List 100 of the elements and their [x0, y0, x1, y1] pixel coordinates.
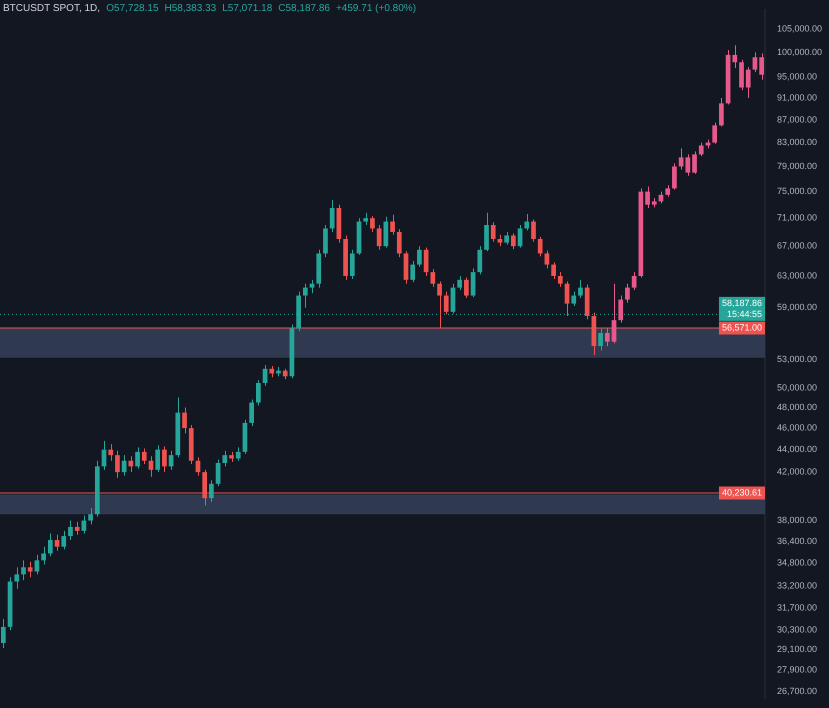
candlestick — [249, 399, 254, 427]
candlestick — [430, 268, 436, 288]
candlestick — [41, 546, 46, 565]
candlestick — [665, 184, 670, 198]
candlestick — [645, 186, 650, 209]
y-tick-label: 79,000.00 — [777, 160, 818, 171]
candlestick — [524, 214, 530, 232]
candlestick — [148, 456, 154, 478]
candlestick — [571, 291, 576, 307]
annotation: C58,187.86 — [278, 2, 330, 14]
candlestick — [256, 380, 261, 406]
candlestick — [498, 234, 502, 247]
candlestick — [155, 444, 160, 473]
y-tick-label: 26,700.00 — [777, 686, 818, 696]
y-tick-label: 75,000.00 — [777, 186, 818, 196]
annotation: H58,383.33 — [164, 2, 217, 14]
candlestick — [396, 228, 402, 258]
candlestick — [363, 212, 368, 226]
annotation: O57,728.15 — [106, 2, 159, 14]
candlestick — [424, 247, 428, 276]
candlestick — [604, 327, 610, 347]
candlestick — [222, 450, 228, 467]
y-tick-label: 59,000.00 — [777, 302, 818, 312]
candlestick — [504, 231, 509, 246]
candlestick — [88, 507, 93, 525]
candlestick — [685, 154, 690, 176]
candlestick — [216, 459, 220, 487]
candlestick — [28, 561, 33, 578]
candlestick — [276, 366, 281, 377]
y-tick-label: 100,000.00 — [777, 46, 822, 57]
candlestick — [719, 98, 724, 128]
candlestick — [558, 272, 563, 288]
candlestick — [350, 249, 355, 280]
chart-title: BTCUSDT SPOT, 1D, — [3, 2, 100, 14]
candlestick — [625, 283, 630, 304]
candlestick — [746, 66, 751, 99]
candlestick — [511, 232, 516, 250]
candlestick — [14, 566, 20, 590]
candlestick — [732, 44, 738, 69]
candlestick — [390, 214, 395, 236]
candlestick — [61, 530, 66, 550]
candlestick — [632, 272, 636, 290]
candlestick — [68, 520, 73, 541]
y-tick-label: 105,000.00 — [777, 23, 822, 34]
candlestick — [612, 283, 616, 344]
candlestick — [598, 328, 603, 352]
y-tick-label: 53,000.00 — [777, 354, 818, 364]
candlestick — [229, 451, 234, 462]
candlestick — [34, 554, 40, 575]
candlestick — [618, 295, 624, 324]
candlestick — [518, 224, 522, 248]
y-tick-label: 63,000.00 — [777, 270, 818, 280]
candlestick — [712, 122, 718, 144]
candlestick — [310, 279, 314, 294]
ref-line-label: 58,187.86 15:44:55 — [722, 298, 762, 319]
candlestick — [464, 277, 469, 298]
candlestick — [759, 52, 764, 80]
y-tick-label: 87,000.00 — [777, 114, 818, 124]
y-tick-label: 34,800.00 — [777, 558, 818, 568]
candlestick — [54, 534, 60, 552]
candlestick — [282, 368, 288, 380]
candlestick — [531, 218, 536, 242]
ref-line-label: 56,571.00 — [722, 322, 762, 333]
candlestick — [128, 456, 134, 473]
candlestick — [457, 275, 462, 290]
y-tick-label: 83,000.00 — [777, 137, 818, 148]
candlestick — [551, 262, 556, 280]
candlestick — [122, 454, 126, 476]
candlestick — [142, 448, 147, 465]
candlestick — [698, 142, 704, 157]
candlestick — [269, 366, 274, 378]
candlestick — [102, 440, 106, 470]
candlestick — [108, 444, 114, 462]
y-tick-label: 50,000.00 — [777, 382, 818, 392]
candlestick — [330, 200, 335, 232]
candlestick — [658, 191, 664, 204]
candlestick — [410, 260, 416, 283]
y-tick-label: 33,200.00 — [777, 580, 818, 590]
candlestick — [470, 268, 476, 298]
y-tick-label: 42,000.00 — [777, 466, 818, 477]
candlestick — [262, 364, 268, 386]
annotation: L57,071.18 — [222, 2, 273, 14]
candlestick — [135, 446, 140, 470]
candlestick — [236, 446, 241, 462]
candlestick — [417, 246, 422, 268]
y-tick-label: 48,000.00 — [777, 402, 818, 412]
candlestick — [168, 450, 174, 470]
y-tick-label: 31,700.00 — [777, 602, 818, 613]
candlestick — [115, 450, 120, 478]
candlestick — [302, 283, 308, 308]
candlestick — [477, 246, 482, 275]
candlestick — [74, 521, 80, 536]
candlestick — [544, 250, 550, 269]
y-tick-label: 38,000.00 — [777, 515, 818, 526]
y-tick-label: 30,300.00 — [777, 624, 818, 635]
y-tick-label: 91,000.00 — [777, 92, 818, 103]
y-tick-label: 46,000.00 — [777, 422, 818, 433]
y-tick-label: 29,100.00 — [777, 644, 818, 654]
ref-line-label: 40,230.61 — [722, 487, 762, 498]
candlestick — [678, 148, 684, 170]
